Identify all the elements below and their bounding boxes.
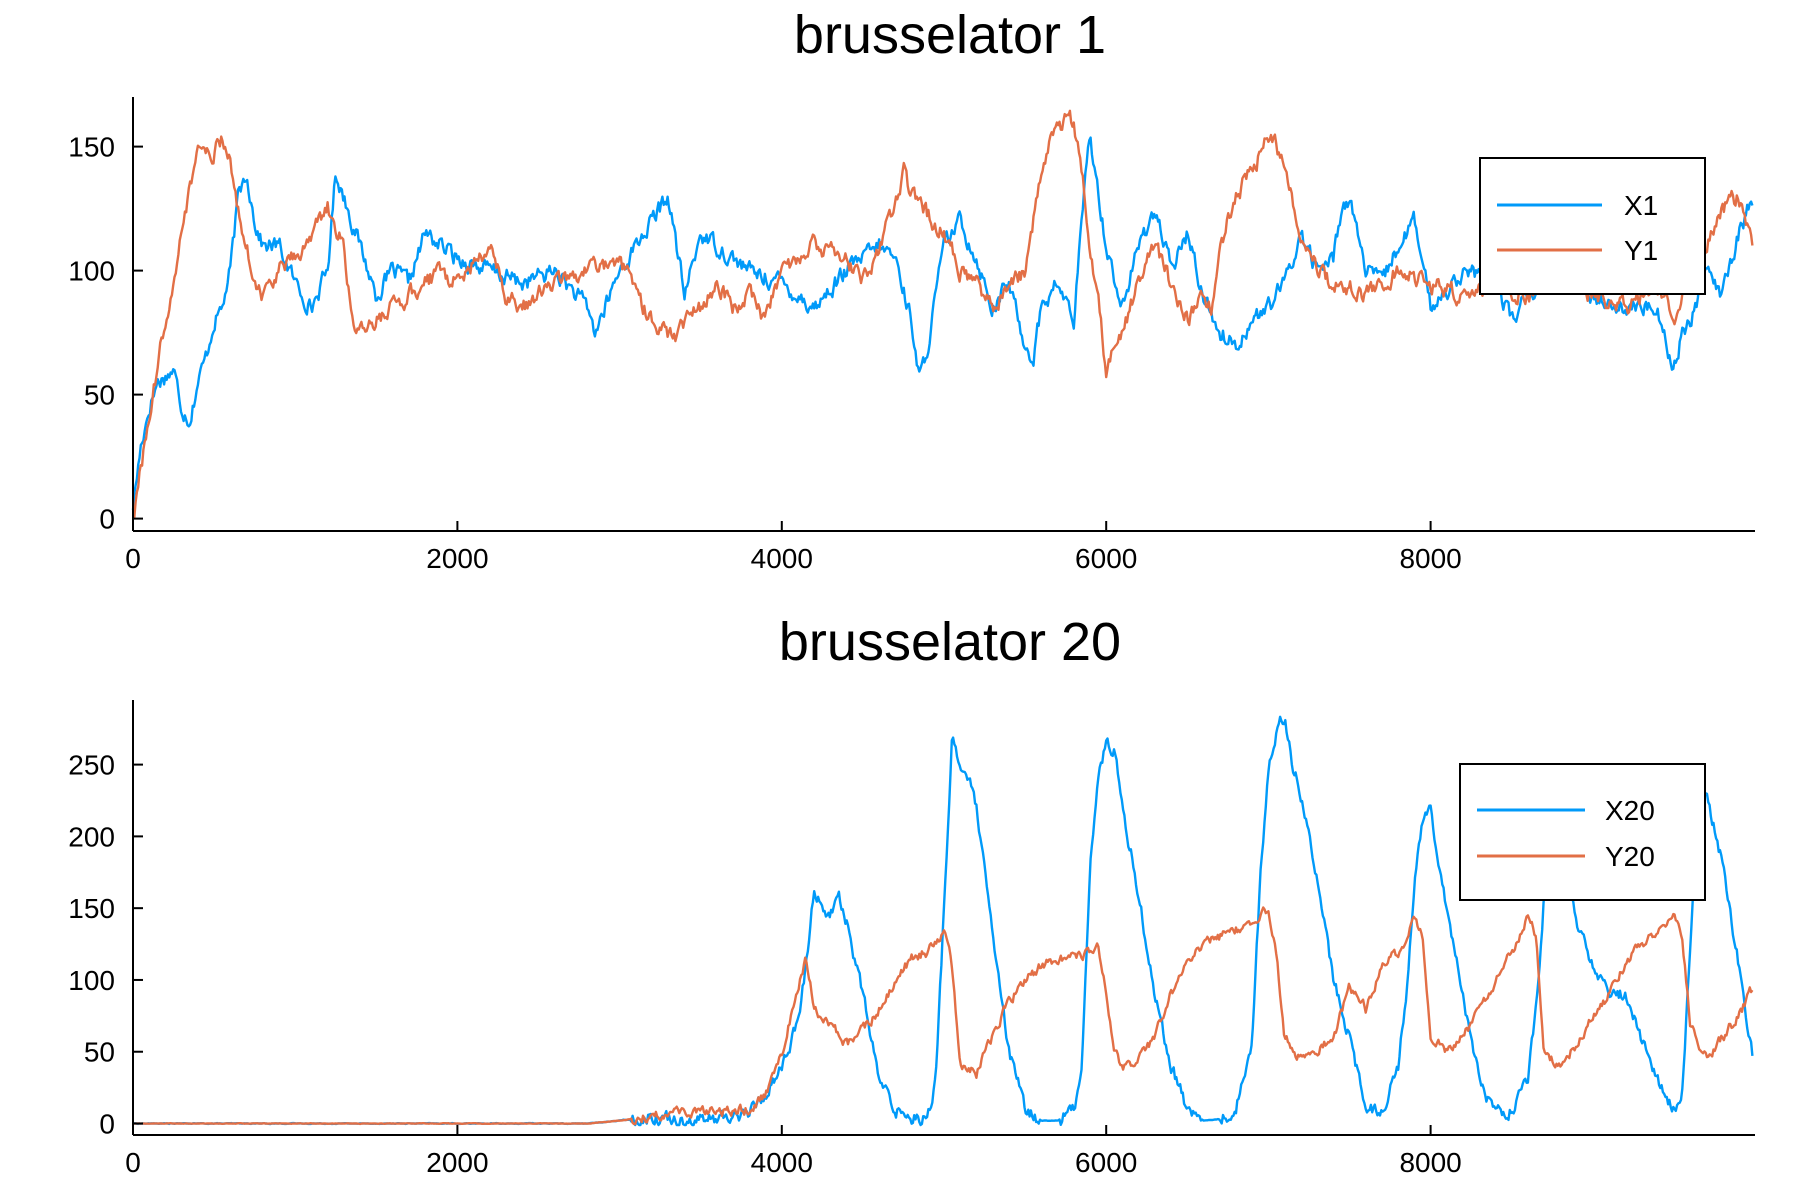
x-tick-label: 4000 — [751, 1147, 813, 1178]
x-tick-label: 6000 — [1075, 543, 1137, 574]
x-tick-label: 0 — [125, 543, 141, 574]
axes-2: 0 2000 4000 6000 8000 0 50 100 150 200 250 — [68, 700, 1755, 1178]
series-line-y1 — [132, 109, 1754, 520]
y-tick-label: 100 — [68, 256, 115, 287]
y-tick-label: 100 — [68, 965, 115, 996]
legend-1: X1 Y1 — [1479, 157, 1706, 295]
y-tick-label: 250 — [68, 750, 115, 781]
y-tick-label: 150 — [68, 893, 115, 924]
chart-panel-2: brusselator 20 0 2000 4000 6000 8000 0 50 100 15… — [68, 612, 1755, 1178]
legend-label-y1: Y1 — [1624, 235, 1658, 266]
y-tick-label: 150 — [68, 132, 115, 163]
legend-box-2 — [1459, 763, 1706, 901]
legend-2: X20 Y20 — [1459, 763, 1706, 901]
legend-label-x20: X20 — [1605, 795, 1655, 826]
chart-title-1: brusselator 1 — [794, 5, 1106, 65]
y-tick-label: 0 — [99, 1109, 115, 1140]
y-tick-label: 200 — [68, 821, 115, 852]
legend-label-y20: Y20 — [1605, 841, 1655, 872]
y-tick-label: 0 — [99, 504, 115, 535]
x-tick-label: 4000 — [751, 543, 813, 574]
y-tick-label: 50 — [84, 1037, 115, 1068]
series-line-y20 — [133, 906, 1754, 1126]
x-tick-label: 8000 — [1399, 1147, 1461, 1178]
x-tick-label: 8000 — [1399, 543, 1461, 574]
x-tick-label: 2000 — [426, 543, 488, 574]
legend-label-x1: X1 — [1624, 190, 1658, 221]
x-tick-label: 0 — [125, 1147, 141, 1178]
legend-box-1 — [1479, 157, 1706, 295]
y-tick-label: 50 — [84, 380, 115, 411]
series-layer-2 — [132, 715, 1754, 1127]
axes-1: 0 2000 4000 6000 8000 0 50 100 150 — [68, 97, 1755, 574]
x-tick-label: 2000 — [426, 1147, 488, 1178]
x-tick-label: 6000 — [1075, 1147, 1137, 1178]
chart-title-2: brusselator 20 — [779, 612, 1121, 672]
chart-panel-1: brusselator 1 0 2000 4000 6000 8000 0 50 100 150… — [68, 5, 1755, 574]
